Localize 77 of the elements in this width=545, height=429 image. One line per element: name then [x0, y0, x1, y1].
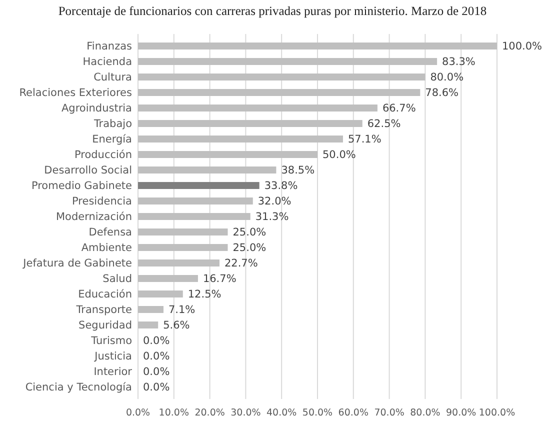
- data-label: 50.0%: [322, 149, 356, 162]
- data-label: 7.1%: [168, 304, 196, 316]
- chart-title: Porcentaje de funcionarios con carreras privadas puras por ministerio. Marzo de 2018: [58, 4, 487, 18]
- y-tick-label: Ambiente: [81, 242, 132, 254]
- data-label: 0.0%: [143, 382, 170, 394]
- data-label: 31.3%: [255, 211, 289, 224]
- data-label: 33.8%: [264, 180, 298, 192]
- y-tick-label: Ciencia y Tecnología: [25, 381, 132, 394]
- bar: [138, 260, 220, 266]
- data-label: 62.5%: [367, 118, 401, 130]
- bar: [138, 89, 420, 96]
- y-tick-label: Seguridad: [78, 319, 132, 332]
- data-label: 83.3%: [442, 56, 476, 68]
- y-tick-label: Cultura: [94, 71, 132, 84]
- data-label: 22.7%: [224, 258, 258, 270]
- x-tick-label: 10.0%: [158, 408, 189, 419]
- y-tick-label: Desarrollo Social: [44, 164, 132, 176]
- y-tick-label: Promedio Gabinete: [31, 180, 132, 192]
- y-tick-label: Justicia: [94, 350, 132, 362]
- y-tick-label: Agroindustria: [61, 102, 132, 114]
- data-label: 16.7%: [202, 273, 236, 286]
- bar: [138, 306, 164, 313]
- data-label: 66.7%: [382, 102, 416, 115]
- bar: [138, 322, 158, 328]
- data-label: 80.0%: [430, 72, 464, 84]
- x-tick-label: 60.0%: [338, 408, 368, 419]
- bar: [138, 228, 228, 236]
- bar: [138, 244, 228, 251]
- bar: [138, 42, 497, 50]
- y-tick-label: Educación: [78, 288, 132, 300]
- data-label: 25.0%: [232, 242, 266, 254]
- y-tick-label: Relaciones Exteriores: [19, 86, 132, 99]
- bar: [138, 120, 362, 127]
- bar: [138, 198, 253, 204]
- x-tick-label: 0.0%: [126, 408, 150, 419]
- y-tick-label: Transporte: [75, 304, 132, 316]
- x-tick-label: 20.0%: [194, 408, 225, 419]
- x-tick-label: 80.0%: [410, 408, 440, 419]
- bar: [138, 290, 183, 298]
- data-label: 0.0%: [143, 350, 170, 363]
- bar: [138, 58, 438, 65]
- bar: [138, 136, 343, 142]
- x-tick-label: 40.0%: [266, 408, 297, 419]
- y-tick-label: Finanzas: [86, 40, 132, 52]
- data-label: 25.0%: [232, 226, 266, 239]
- x-tick-label: 100.0%: [478, 408, 516, 419]
- y-tick-label: Producción: [74, 148, 132, 161]
- data-label: 57.1%: [348, 134, 382, 146]
- data-label: 0.0%: [143, 335, 170, 348]
- data-label: 0.0%: [143, 366, 170, 378]
- x-tick-label: 30.0%: [230, 408, 261, 419]
- y-tick-label: Trabajo: [92, 118, 132, 130]
- y-tick-label: Defensa: [88, 226, 132, 238]
- x-tick-label: 70.0%: [374, 408, 404, 419]
- y-tick-label: Salud: [102, 272, 132, 285]
- x-tick-label: 90.0%: [446, 408, 476, 419]
- y-tick-label: Jefatura de Gabinete: [22, 257, 132, 270]
- data-label: 32.0%: [258, 196, 292, 208]
- data-label: 100.0%: [502, 40, 542, 53]
- bar: [138, 151, 318, 158]
- bar: [138, 74, 426, 80]
- data-label: 12.5%: [188, 288, 222, 301]
- x-tick-label: 50.0%: [302, 408, 333, 419]
- bar: [138, 166, 276, 174]
- data-label: 38.5%: [281, 164, 315, 177]
- bar: [138, 182, 260, 189]
- y-tick-label: Modernización: [56, 210, 132, 223]
- bar: [138, 104, 378, 112]
- y-tick-label: Energía: [92, 133, 132, 146]
- y-tick-label: Turismo: [90, 334, 132, 347]
- y-tick-label: Interior: [94, 366, 133, 378]
- data-label: 78.6%: [425, 87, 459, 100]
- bar: [138, 213, 250, 220]
- data-label: 5.6%: [163, 320, 190, 332]
- y-tick-label: Presidencia: [72, 195, 132, 208]
- y-tick-label: Hacienda: [82, 56, 132, 68]
- bar: [138, 275, 198, 282]
